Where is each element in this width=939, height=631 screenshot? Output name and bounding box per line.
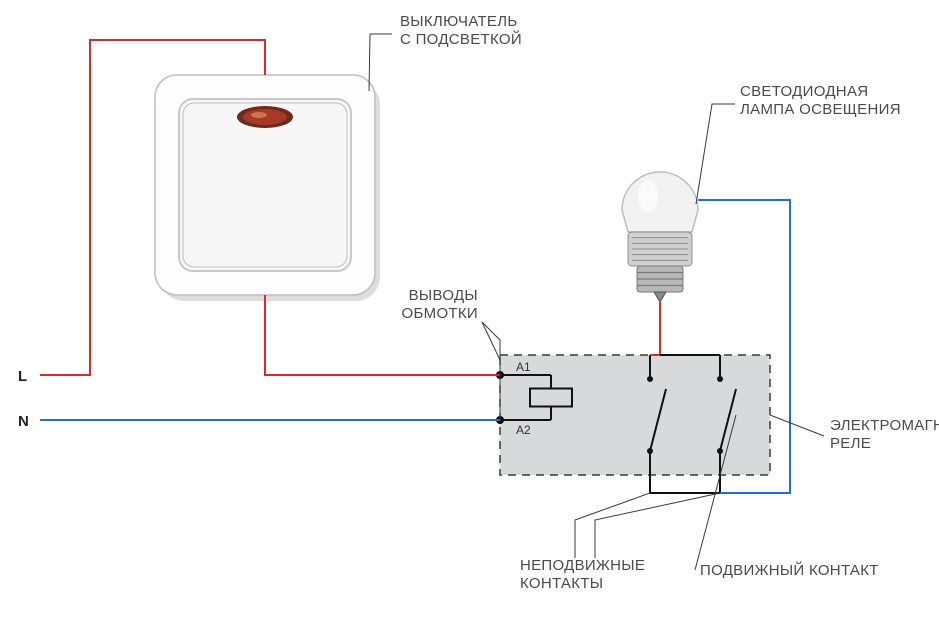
relay-contact-1-pad: [647, 376, 653, 382]
label-fixed-1: НЕПОДВИЖНЫЕ: [520, 557, 645, 574]
bulb-tip: [654, 292, 666, 302]
coil-term-a2: A2: [516, 423, 531, 437]
coil-term-a1: A1: [516, 360, 531, 374]
indicator-inner: [243, 109, 287, 125]
leader-coil-a1: [482, 322, 500, 375]
contact-bottom-bus: [650, 475, 720, 493]
label-moving: ПОДВИЖНЫЙ КОНТАКТ: [700, 561, 879, 579]
leader-fixed-1: [575, 493, 650, 558]
label-switch-1: ВЫКЛЮЧАТЕЛЬ: [400, 13, 518, 30]
label-fixed-2: КОНТАКТЫ: [520, 575, 603, 592]
label-coil-1: ВЫВОДЫ: [409, 287, 478, 304]
terminal-L: L: [18, 368, 27, 385]
label-lamp-1: СВЕТОДИОДНАЯ: [740, 83, 868, 100]
leader-switch: [369, 34, 392, 91]
label-relay-2: РЕЛЕ: [830, 435, 871, 452]
indicator-glow: [251, 112, 267, 118]
leader-lamp: [696, 104, 735, 204]
leader-relay: [770, 415, 824, 436]
relay-contact-2-pivot: [717, 448, 723, 454]
relay-contact-1-pivot: [647, 448, 653, 454]
label-lamp-2: ЛАМПА ОСВЕЩЕНИЯ: [740, 101, 901, 118]
label-switch-2: С ПОДСВЕТКОЙ: [400, 30, 522, 48]
bulb-glass: [622, 172, 698, 232]
relay-contact-2-pad: [717, 376, 723, 382]
bulb-highlight: [638, 180, 658, 212]
terminal-N: N: [18, 413, 29, 430]
label-relay-1: ЭЛЕКТРОМАГНИТНОЕ: [830, 417, 939, 434]
label-coil-2: ОБМОТКИ: [402, 305, 478, 322]
